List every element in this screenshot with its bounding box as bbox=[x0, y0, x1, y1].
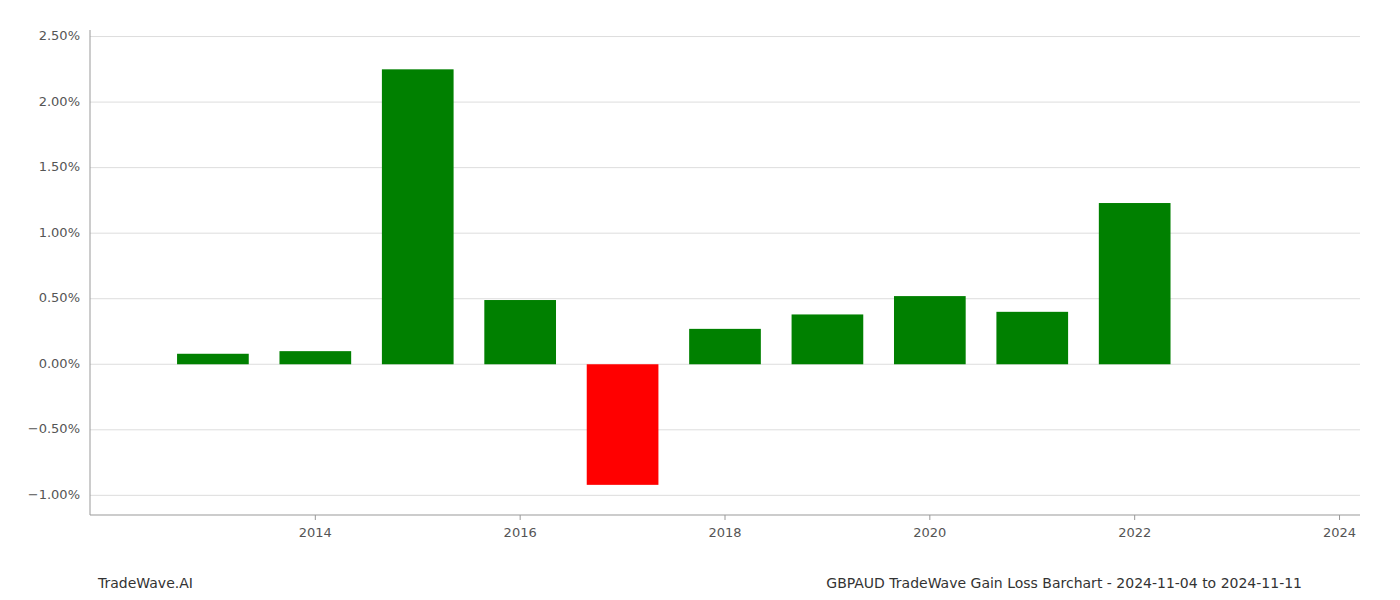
x-tick bbox=[929, 515, 930, 520]
y-tick-label: 0.00% bbox=[39, 356, 80, 371]
grid-line bbox=[90, 429, 1360, 430]
grid-line bbox=[90, 36, 1360, 37]
y-tick-label: 1.50% bbox=[39, 159, 80, 174]
x-tick bbox=[520, 515, 521, 520]
bar bbox=[382, 69, 454, 364]
x-tick-label: 2018 bbox=[708, 525, 741, 540]
x-tick-label: 2022 bbox=[1118, 525, 1151, 540]
chart-svg: −1.00% −0.50% 0.00% 0.50% 1.00% 1.50% 2.00% 2.5… bbox=[0, 0, 1400, 600]
bar bbox=[894, 296, 966, 364]
footer: TradeWave.AI GBPAUD TradeWave Gain Loss B… bbox=[97, 575, 1302, 591]
y-tick-labels: −1.00% −0.50% 0.00% 0.50% 1.00% 1.50% 2.00% 2.5… bbox=[28, 28, 80, 502]
footer-left: TradeWave.AI bbox=[97, 575, 193, 591]
y-tick-label: 2.00% bbox=[39, 94, 80, 109]
x-ticks: 2014 2016 2018 2020 2022 2024 bbox=[299, 515, 1356, 540]
x-tick bbox=[725, 515, 726, 520]
footer-right: GBPAUD TradeWave Gain Loss Barchart - 20… bbox=[826, 575, 1302, 591]
bar bbox=[484, 300, 556, 364]
x-tick-label: 2024 bbox=[1323, 525, 1356, 540]
x-tick-label: 2016 bbox=[504, 525, 537, 540]
y-axis-line bbox=[90, 30, 91, 515]
bars bbox=[177, 69, 1170, 485]
x-tick bbox=[1339, 515, 1340, 520]
x-tick-label: 2014 bbox=[299, 525, 332, 540]
y-tick-label: 0.50% bbox=[39, 290, 80, 305]
bar bbox=[996, 312, 1068, 364]
bar bbox=[1099, 203, 1171, 364]
x-tick-label: 2020 bbox=[913, 525, 946, 540]
y-tick-label: −0.50% bbox=[28, 421, 80, 436]
grid-line bbox=[90, 167, 1360, 168]
x-tick bbox=[315, 515, 316, 520]
bar bbox=[177, 354, 249, 364]
grid-line bbox=[90, 495, 1360, 496]
bar bbox=[587, 364, 659, 485]
x-tick bbox=[1134, 515, 1135, 520]
bar bbox=[279, 351, 351, 364]
bar bbox=[689, 329, 761, 364]
grid-line bbox=[90, 102, 1360, 103]
bar bbox=[792, 314, 864, 364]
y-grid bbox=[90, 37, 1360, 496]
chart-container: −1.00% −0.50% 0.00% 0.50% 1.00% 1.50% 2.00% 2.5… bbox=[0, 0, 1400, 600]
y-tick-label: 1.00% bbox=[39, 225, 80, 240]
y-tick-label: −1.00% bbox=[28, 487, 80, 502]
y-tick-label: 2.50% bbox=[39, 28, 80, 43]
